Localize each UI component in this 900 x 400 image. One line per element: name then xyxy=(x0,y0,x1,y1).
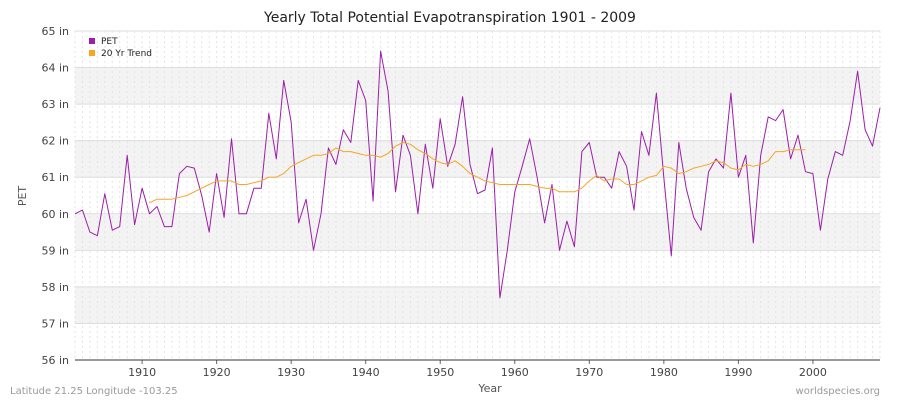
x-axis-label: Year xyxy=(477,382,502,395)
x-axis: 1910 1920 1930 1940 1950 1960 1970 1980 1990 2000 xyxy=(128,360,827,379)
x-tick-label: 1940 xyxy=(352,366,380,379)
x-tick-label: 1910 xyxy=(128,366,156,379)
legend-label-pet: PET xyxy=(101,37,118,47)
x-tick-label: 1980 xyxy=(650,366,678,379)
footer-coordinates: Latitude 21.25 Longitude -103.25 xyxy=(10,386,178,397)
chart-title: Yearly Total Potential Evapotranspiratio… xyxy=(263,10,636,26)
x-tick-label: 2000 xyxy=(799,366,827,379)
footer-source: worldspecies.org xyxy=(796,386,880,397)
y-tick-label: 59 in xyxy=(41,244,69,257)
y-tick-label: 60 in xyxy=(41,208,69,221)
plot-band xyxy=(75,67,880,105)
x-tick-label: 1960 xyxy=(501,366,529,379)
series-line-pet xyxy=(74,50,881,299)
y-tick-label: 65 in xyxy=(41,25,69,38)
x-tick-label: 1990 xyxy=(724,366,752,379)
legend-swatch-pet xyxy=(89,38,95,44)
x-tick-label: 1930 xyxy=(277,366,305,379)
series-lines xyxy=(74,50,881,299)
y-tick-label: 58 in xyxy=(41,281,69,294)
x-tick-label: 1970 xyxy=(575,366,603,379)
y-tick-label: 61 in xyxy=(41,171,69,184)
plot-background xyxy=(75,31,880,360)
x-tick-label: 1920 xyxy=(203,366,231,379)
y-tick-label: 62 in xyxy=(41,135,69,148)
legend: PET 20 Yr Trend xyxy=(89,37,152,59)
y-axis-label: PET xyxy=(16,186,29,207)
legend-swatch-trend xyxy=(89,50,95,56)
x-tick-label: 1950 xyxy=(426,366,454,379)
y-axis: 56 in 57 in 58 in 59 in 60 in 61 in 62 in 63 in… xyxy=(41,25,69,367)
y-tick-label: 63 in xyxy=(41,98,69,111)
legend-label-trend: 20 Yr Trend xyxy=(101,49,152,59)
series-line-trend xyxy=(149,142,806,204)
y-tick-label: 56 in xyxy=(41,354,69,367)
y-tick-label: 57 in xyxy=(41,317,69,330)
y-tick-label: 64 in xyxy=(41,62,69,75)
